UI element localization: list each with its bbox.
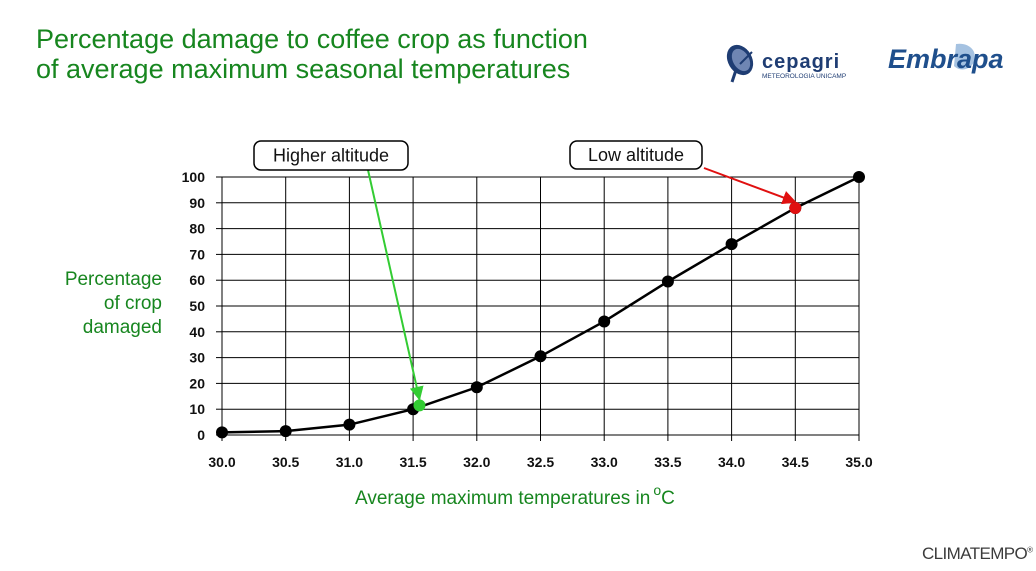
y-tick-label: 90: [189, 195, 205, 211]
embrapa-mark-icon: [954, 43, 975, 70]
callout-arrows: [367, 167, 797, 401]
y-tick-label: 70: [189, 246, 205, 262]
y-tick-label: 80: [189, 221, 205, 237]
embrapa-wordmark: Embrapa: [888, 44, 1004, 74]
data-point: [343, 418, 356, 431]
data-point: [279, 425, 292, 438]
data-point: [534, 350, 547, 363]
data-point: [598, 315, 611, 328]
y-tick-label: 60: [189, 272, 205, 288]
y-tick-label: 100: [182, 169, 206, 185]
callouts: Higher altitude Low altitude: [253, 140, 703, 171]
axis-ticks: 30.0 30.5 31.0 31.5 32.0 32.5 33.0 33.5 34.0 34.5…: [182, 169, 873, 470]
y-axis-label-line-3: damaged: [82, 317, 162, 338]
data-point: [725, 238, 738, 251]
y-tick-label: 40: [189, 324, 205, 340]
y-tick-label: 50: [189, 298, 205, 314]
callout-arrow: [703, 167, 797, 205]
x-axis-label: Average maximum temperatures in oC: [355, 482, 675, 510]
title-line-1: Percentage damage to coffee crop as func…: [36, 24, 588, 54]
y-tick-label: 0: [197, 427, 205, 443]
x-tick-label: 30.5: [272, 454, 299, 470]
x-tick-label: 31.5: [399, 454, 426, 470]
title-line-2: of average maximum seasonal temperatures: [36, 54, 571, 84]
callout-label: Low altitude: [588, 145, 684, 165]
x-tick-label: 30.0: [208, 454, 235, 470]
cepagri-logo: cepagri METEOROLOGIA UNICAMP: [726, 44, 846, 83]
data-series: [216, 171, 865, 439]
y-tick-label: 30: [189, 350, 205, 366]
x-axis-label-text: Average maximum temperatures in: [355, 488, 651, 509]
chart-grid: [216, 176, 860, 441]
x-tick-label: 31.0: [336, 454, 363, 470]
x-tick-label: 32.0: [463, 454, 490, 470]
data-point: [661, 275, 674, 288]
degree-symbol: o: [653, 482, 662, 498]
x-tick-label: 32.5: [527, 454, 554, 470]
callout-box: [253, 140, 409, 171]
callout-box: [569, 140, 703, 170]
x-tick-label: 34.0: [718, 454, 745, 470]
callout-arrow: [367, 169, 424, 401]
data-point: [470, 381, 483, 394]
y-axis-label-line-1: Percentage: [64, 269, 162, 290]
satellite-dish-icon: [726, 44, 754, 83]
callout-label: Higher altitude: [273, 146, 389, 166]
x-tick-label: 34.5: [782, 454, 809, 470]
x-tick-label: 33.5: [654, 454, 681, 470]
climatempo-logo: CLIMATEMPO®: [922, 544, 1033, 564]
x-tick-label: 35.0: [845, 454, 872, 470]
data-point: [216, 426, 228, 439]
cepagri-wordmark: cepagri: [762, 51, 840, 73]
chart-title: Percentage damage to coffee crop as func…: [36, 24, 716, 84]
y-tick-label: 20: [189, 375, 205, 391]
y-tick-label: 10: [189, 401, 205, 417]
embrapa-logo: Embrapa: [888, 43, 1004, 74]
data-point: [853, 171, 865, 183]
highlight-point: [789, 201, 802, 214]
y-axis-label: Percentage of crop damaged: [40, 268, 162, 340]
y-axis-label-line-2: of crop: [103, 293, 162, 314]
climatempo-wordmark: CLIMATEMPO: [922, 544, 1028, 563]
x-tick-label: 33.0: [591, 454, 618, 470]
x-axis-unit: C: [661, 488, 675, 509]
cepagri-subtitle: METEOROLOGIA UNICAMP: [762, 73, 846, 80]
highlight-point: [413, 399, 426, 412]
registered-mark: ®: [1027, 545, 1033, 555]
